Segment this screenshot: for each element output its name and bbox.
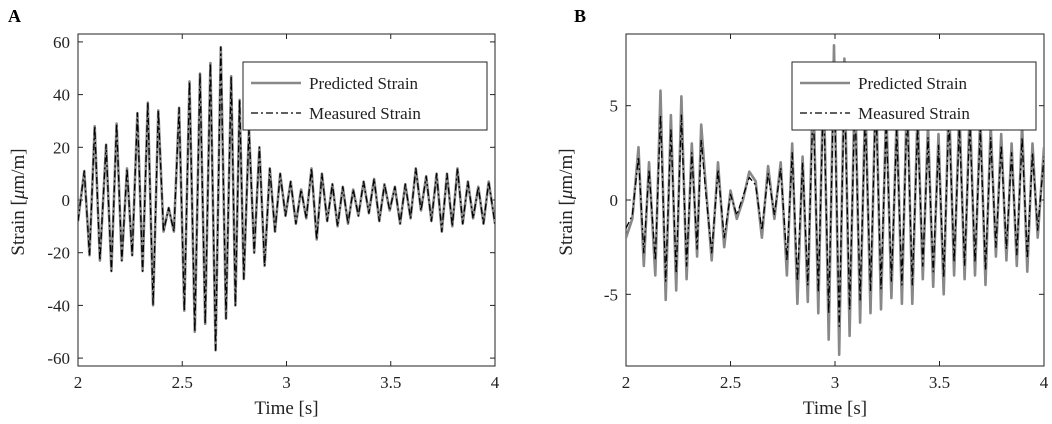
legend-box bbox=[791, 61, 1037, 131]
y-tick-label: 20 bbox=[53, 138, 70, 157]
y-tick-label: 0 bbox=[62, 191, 71, 210]
x-tick-label: 2 bbox=[622, 373, 631, 392]
x-tick-label: 2 bbox=[74, 373, 83, 392]
series-line-measured bbox=[626, 71, 1044, 328]
series-line-measured bbox=[78, 46, 495, 351]
x-tick-label: 3 bbox=[831, 373, 840, 392]
y-axis-label: Strain [μm/m] bbox=[556, 148, 577, 255]
legend-label: Measured Strain bbox=[309, 104, 421, 123]
legend-box bbox=[242, 61, 488, 131]
y-tick-label: 40 bbox=[53, 86, 70, 105]
panel-label-b: B bbox=[574, 6, 586, 26]
legend: Predicted Strain Measured Strain bbox=[791, 61, 1037, 131]
y-tick-label: -40 bbox=[47, 296, 70, 315]
y-tick-label: -60 bbox=[47, 349, 70, 368]
x-axis-label: Time [s] bbox=[803, 398, 867, 419]
chart-panel-a: 2 2.5 3 3.5 4 -60 -40 -20 0 20 40 60 Time [s] Strain … bbox=[8, 33, 500, 419]
legend-label: Predicted Strain bbox=[858, 74, 968, 93]
x-tick-label: 3 bbox=[282, 373, 291, 392]
y-tick-label: -5 bbox=[604, 285, 618, 304]
x-tick-label: 3.5 bbox=[929, 373, 950, 392]
y-tick-label: 60 bbox=[53, 33, 70, 52]
chart-panel-b: 2 2.5 3 3.5 4 -5 0 5 Time [s] Strain [μm/m] Predic… bbox=[556, 33, 1049, 419]
x-axis-label: Time [s] bbox=[254, 398, 318, 419]
x-tick-label: 2.5 bbox=[172, 373, 193, 392]
panel-label-a: A bbox=[8, 6, 21, 26]
y-tick-label: -20 bbox=[47, 244, 70, 263]
x-tick-label: 2.5 bbox=[720, 373, 741, 392]
y-tick-label: 5 bbox=[610, 97, 619, 116]
x-tick-label: 4 bbox=[1040, 373, 1049, 392]
y-axis-label: Strain [μm/m] bbox=[8, 148, 29, 255]
legend: Predicted Strain Measured Strain bbox=[242, 61, 488, 131]
y-tick-label: 0 bbox=[610, 191, 619, 210]
legend-label: Predicted Strain bbox=[309, 74, 419, 93]
legend-label: Measured Strain bbox=[858, 104, 970, 123]
x-tick-label: 4 bbox=[491, 373, 500, 392]
x-tick-label: 3.5 bbox=[380, 373, 401, 392]
